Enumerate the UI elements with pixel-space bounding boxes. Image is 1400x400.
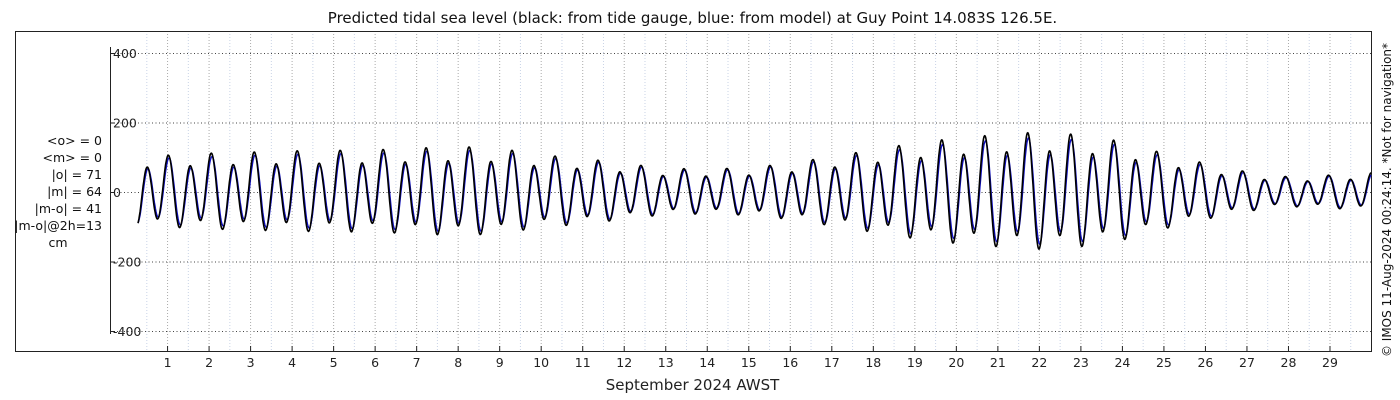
x-tick-label: 14 bbox=[699, 355, 715, 370]
x-tick-label: 24 bbox=[1114, 355, 1130, 370]
stat-unit: cm bbox=[48, 235, 68, 250]
statistics-panel: <o> = 0 <m> = 0 |o| = 71 |m| = 64 |m-o| … bbox=[14, 132, 102, 251]
x-axis-label: September 2024 AWST bbox=[605, 376, 780, 394]
x-tick-label: 11 bbox=[575, 355, 591, 370]
series-layer bbox=[137, 131, 1372, 250]
stat-abs-difference: |m-o| = 41 bbox=[34, 201, 102, 216]
plot-frame bbox=[15, 31, 1372, 352]
series-tide-gauge-line bbox=[137, 131, 1372, 250]
stat-abs-difference-2h: |m-o|@2h=13 bbox=[14, 218, 102, 233]
credit-note: © IMOS 11-Aug-2024 00:24:14. *Not for na… bbox=[1380, 42, 1394, 358]
x-tick-label: 20 bbox=[948, 355, 964, 370]
x-tick-label: 13 bbox=[658, 355, 674, 370]
stat-abs-model: |m| = 64 bbox=[47, 184, 102, 199]
x-tick-label: 12 bbox=[616, 355, 632, 370]
x-tick-label: 23 bbox=[1073, 355, 1089, 370]
stat-abs-observed: |o| = 71 bbox=[51, 167, 102, 182]
x-tick-label: 18 bbox=[865, 355, 881, 370]
x-tick-label: 26 bbox=[1197, 355, 1213, 370]
grid-layer bbox=[110, 31, 1372, 351]
x-tick-label: 2 bbox=[205, 355, 213, 370]
x-tick-label: 17 bbox=[824, 355, 840, 370]
x-tick-label: 19 bbox=[907, 355, 923, 370]
x-tick-label: 5 bbox=[330, 355, 338, 370]
x-tick-label: 6 bbox=[371, 355, 379, 370]
x-tick-label: 10 bbox=[533, 355, 549, 370]
x-tick-label: 22 bbox=[1031, 355, 1047, 370]
x-tick-label: 16 bbox=[782, 355, 798, 370]
x-tick-label: 25 bbox=[1156, 355, 1172, 370]
y-axis-ticks: -400 -200 0 200 400 bbox=[110, 46, 141, 339]
x-tick-label: 4 bbox=[288, 355, 296, 370]
x-tick-label: 29 bbox=[1322, 355, 1338, 370]
y-tick-label: 0 bbox=[113, 185, 121, 200]
y-tick-label: 200 bbox=[113, 116, 137, 131]
x-tick-label: 28 bbox=[1281, 355, 1297, 370]
x-axis-ticks: 1 2 3 4 5 6 7 8 9 10 11 12 13 14 15 16 17 18 19 20 21 22 23 24 2… bbox=[164, 346, 1338, 370]
x-tick-label: 1 bbox=[164, 355, 172, 370]
x-tick-label: 7 bbox=[413, 355, 421, 370]
x-tick-label: 15 bbox=[741, 355, 757, 370]
x-tick-label: 9 bbox=[496, 355, 504, 370]
y-tick-label: -200 bbox=[113, 255, 141, 270]
stat-mean-observed: <o> = 0 bbox=[47, 133, 102, 148]
x-tick-label: 21 bbox=[990, 355, 1006, 370]
x-tick-label: 8 bbox=[454, 355, 462, 370]
x-tick-label: 27 bbox=[1239, 355, 1255, 370]
chart-title: Predicted tidal sea level (black: from t… bbox=[327, 9, 1058, 27]
series-model-line bbox=[137, 137, 1372, 245]
x-tick-label: 3 bbox=[247, 355, 255, 370]
y-tick-label: -400 bbox=[113, 324, 141, 339]
stat-mean-model: <m> = 0 bbox=[42, 150, 103, 165]
y-tick-label: 400 bbox=[113, 46, 137, 61]
